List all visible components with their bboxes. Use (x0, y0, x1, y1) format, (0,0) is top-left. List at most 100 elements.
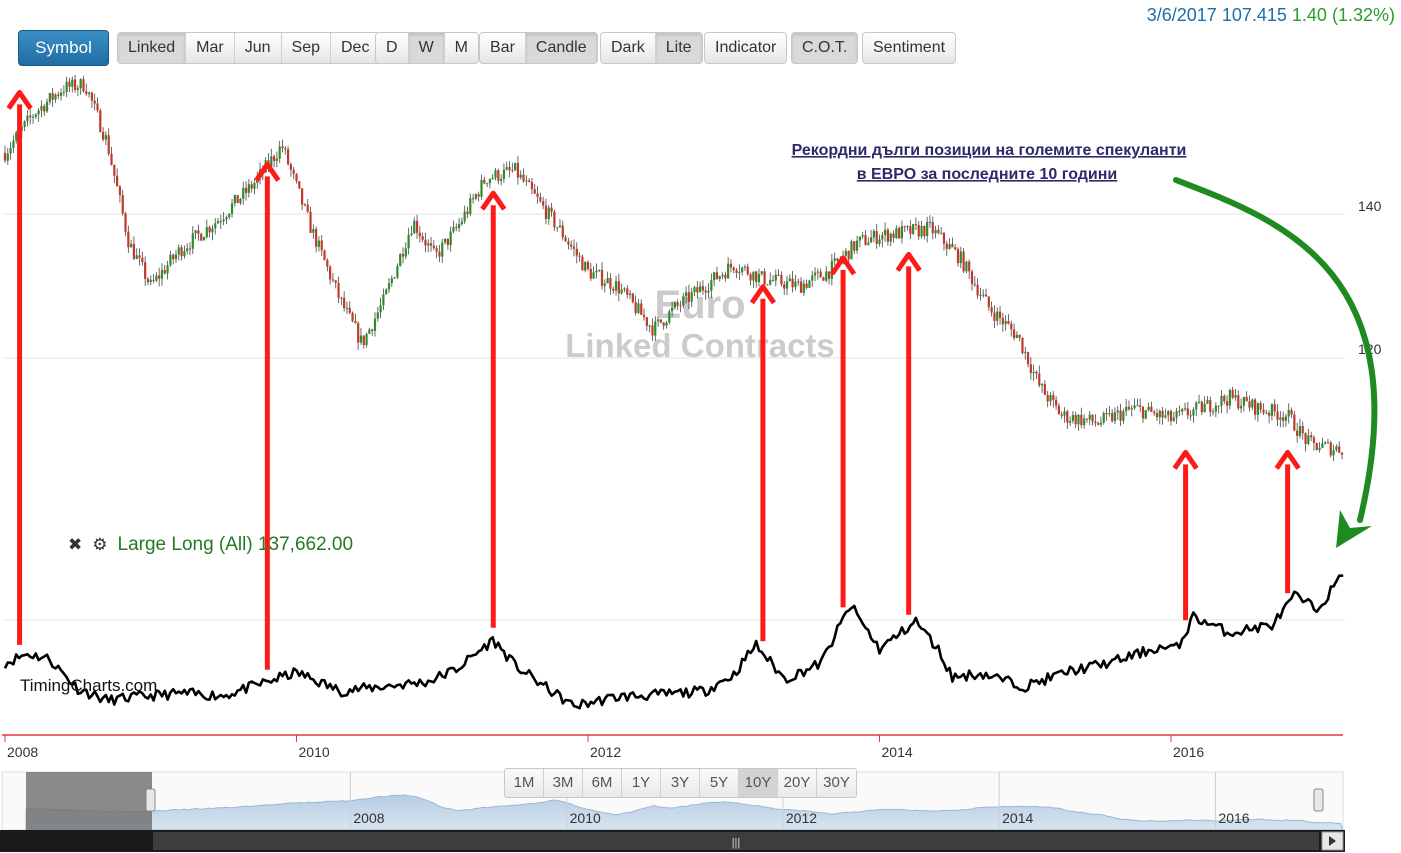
x-tick-label: 2014 (882, 744, 913, 760)
candle-body (253, 182, 256, 189)
candle-body (1287, 410, 1290, 417)
close-icon[interactable]: ✖ (68, 535, 83, 554)
period-weekly-button[interactable]: W (408, 33, 445, 63)
candle-body (169, 254, 172, 266)
theme-lite-button[interactable]: Lite (655, 33, 702, 63)
candle-body (813, 272, 817, 276)
candle-body (525, 180, 528, 182)
candle-body (791, 278, 794, 288)
candle-body (592, 272, 595, 279)
candle-body (696, 287, 699, 293)
range-30y-button[interactable]: 30Y (823, 774, 850, 791)
candle-body (166, 265, 169, 274)
candle-body (202, 237, 206, 241)
candle-body (1321, 443, 1324, 448)
candle-body (1239, 405, 1243, 409)
candle-body (668, 311, 671, 323)
range-3y-button[interactable]: 3Y (661, 769, 700, 797)
candle-body (662, 322, 665, 326)
candle-body (1298, 425, 1302, 436)
candle-body (1015, 334, 1018, 338)
candle-body (65, 81, 68, 93)
gear-icon[interactable]: ⚙ (92, 535, 108, 554)
candle-body (247, 184, 250, 193)
candle-body (200, 233, 203, 241)
candle-body (1329, 442, 1332, 456)
period-monthly-button[interactable]: M (454, 39, 468, 56)
candle-body (617, 281, 620, 294)
candle-body (102, 132, 105, 140)
candle-body (875, 230, 878, 244)
candle-body (1265, 412, 1268, 414)
candle-body (396, 266, 399, 278)
quote-date: 3/6/2017 (1146, 5, 1217, 25)
contract-mar-button[interactable]: Mar (186, 33, 235, 63)
range-6m-button[interactable]: 6M (583, 769, 622, 797)
range-1y-button[interactable]: 1Y (622, 769, 661, 797)
candle-body (1203, 403, 1206, 413)
candle-body (951, 244, 954, 248)
candle-body (1024, 352, 1027, 354)
candle-body (973, 283, 976, 285)
candle-body (1315, 442, 1318, 451)
candle-body (670, 307, 674, 312)
navigator-selected-window (26, 772, 152, 830)
indicator-button[interactable]: Indicator (715, 39, 777, 56)
candle-body (225, 217, 228, 220)
candle-body (1259, 403, 1262, 410)
candle-body (982, 294, 985, 296)
candle-body (1161, 410, 1164, 418)
theme-dark-button[interactable]: Dark (601, 33, 656, 63)
range-5y-button[interactable]: 5Y (700, 769, 739, 797)
candle-body (763, 271, 766, 285)
candle-body (558, 225, 562, 228)
contract-sep-button[interactable]: Sep (282, 33, 331, 63)
sentiment-button[interactable]: Sentiment (873, 39, 946, 56)
range-3m-button[interactable]: 3M (544, 769, 583, 797)
candle-body (1276, 411, 1279, 420)
candle-body (404, 248, 407, 257)
candle-body (575, 248, 578, 256)
candle-body (631, 293, 634, 303)
cot-button[interactable]: C.O.T. (792, 33, 858, 63)
large-long-line (3, 573, 1344, 710)
candle-body (460, 221, 463, 224)
symbol-button[interactable]: Symbol (18, 30, 109, 66)
candle-body (362, 335, 365, 346)
range-1m-button[interactable]: 1M (505, 769, 544, 797)
contract-jun-button[interactable]: Jun (235, 33, 282, 63)
candle-body (432, 245, 435, 248)
candle-body (1111, 413, 1114, 422)
candle-body (1158, 410, 1161, 418)
candle-body (920, 226, 923, 237)
candle-body (163, 270, 166, 274)
range-20y-button[interactable]: 20Y (778, 769, 817, 797)
candle-body (1136, 405, 1139, 407)
candle-body (146, 278, 150, 283)
candle-body (486, 183, 489, 185)
candle-body (735, 270, 738, 273)
candle-body (502, 169, 506, 180)
theme-button-group: Dark Lite (600, 32, 703, 64)
candle-body (926, 222, 929, 236)
candle-body (1225, 401, 1229, 406)
candle-body (29, 115, 32, 118)
candle-body (57, 94, 60, 96)
candle-body (104, 135, 108, 140)
red-arrow-head (830, 255, 857, 276)
style-bar-button[interactable]: Bar (480, 33, 526, 63)
candle-body (965, 261, 968, 272)
indicator-label: Large Long (All) 137,662.00 (117, 534, 354, 555)
style-candle-button[interactable]: Candle (525, 33, 597, 63)
candle-body (393, 277, 396, 279)
range-10y-button[interactable]: 10Y (739, 769, 778, 797)
period-daily-button[interactable]: D (376, 33, 409, 63)
candle-body (1290, 410, 1293, 415)
candle-body (757, 273, 761, 283)
contract-linked-button[interactable]: Linked (118, 33, 187, 63)
candle-body (401, 254, 405, 257)
x-tick-label: 2016 (1173, 744, 1204, 760)
contract-dec-button[interactable]: Dec (340, 39, 370, 56)
green-curved-arrow (1173, 177, 1378, 523)
navigator-right-handle (1313, 788, 1324, 812)
